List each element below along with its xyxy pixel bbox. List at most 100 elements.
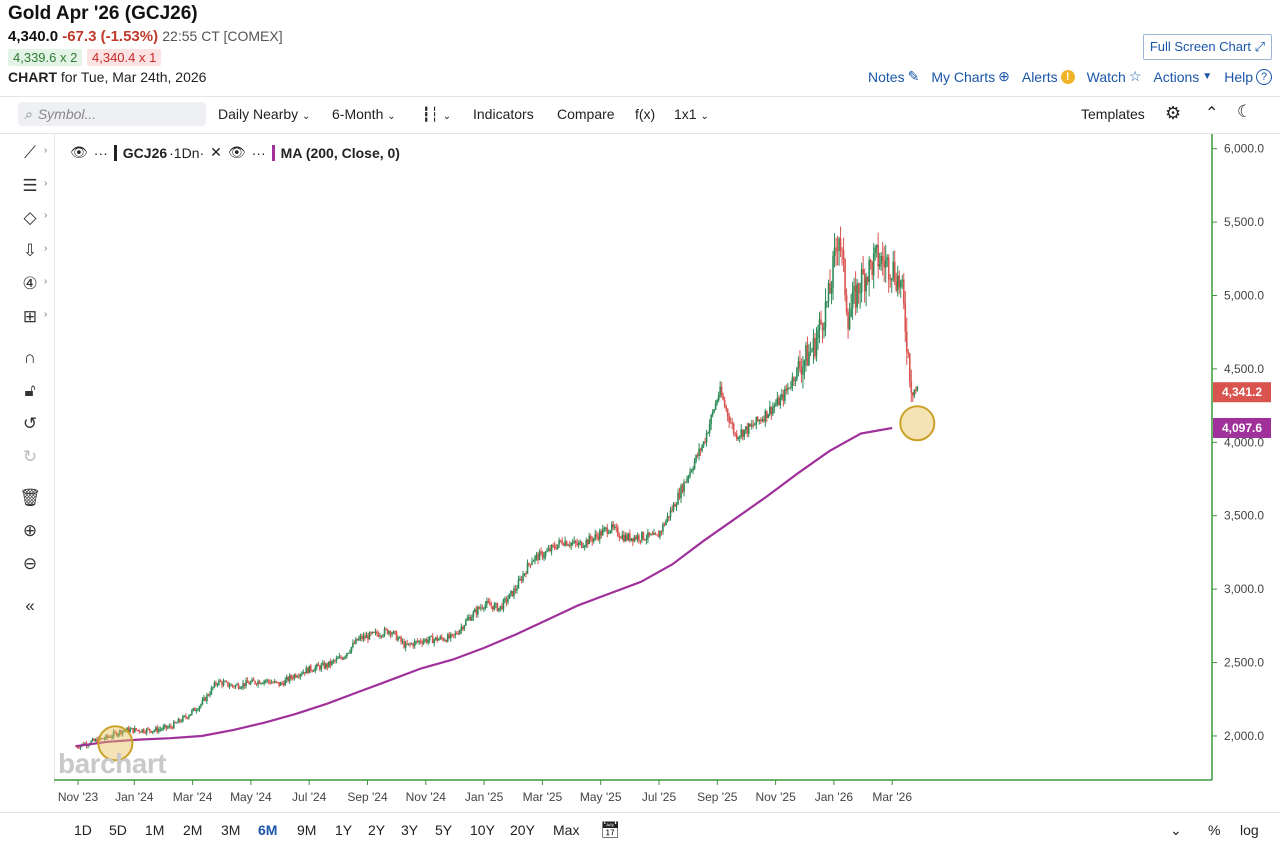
candle-body bbox=[737, 437, 740, 439]
fib-icon[interactable]: ☰ › bbox=[22, 176, 48, 195]
moon-icon[interactable]: ☾ bbox=[1237, 102, 1253, 121]
candle-body bbox=[495, 603, 497, 605]
candle-body bbox=[433, 639, 435, 644]
range-button-2m[interactable]: 2M bbox=[183, 822, 203, 838]
notes-link[interactable]: Notes ✎ bbox=[868, 68, 919, 85]
undo-icon[interactable]: ↺ bbox=[22, 414, 38, 433]
candle-body bbox=[338, 656, 341, 659]
gear-icon[interactable]: ⚙ bbox=[1165, 103, 1182, 123]
x-tick-label: May '25 bbox=[580, 790, 622, 804]
trendline-icon[interactable]: ⟋ › bbox=[24, 143, 48, 162]
help-link[interactable]: Help? bbox=[1224, 68, 1272, 85]
collapse-icon[interactable]: ⌃ bbox=[1205, 105, 1219, 122]
eye-icon[interactable]: 👁︎ bbox=[70, 144, 88, 160]
candle-body bbox=[588, 535, 591, 545]
range-button-9m[interactable]: 9M bbox=[297, 822, 317, 838]
range-button-10y[interactable]: 10Y bbox=[470, 822, 495, 838]
price-chart[interactable]: 2,000.0 2,500.0 3,000.0 3,500.0 4,000.0 4,500… bbox=[54, 134, 1280, 810]
candle-body bbox=[454, 633, 457, 635]
candle-body bbox=[492, 606, 494, 610]
range-button-1d[interactable]: 1D bbox=[74, 822, 92, 838]
candle-body bbox=[243, 683, 246, 687]
chevron-down-icon[interactable]: ⌄ bbox=[1170, 822, 1182, 838]
range-button-1m[interactable]: 1M bbox=[145, 822, 165, 838]
range-button-20y[interactable]: 20Y bbox=[510, 822, 535, 838]
close-icon[interactable]: ✕ bbox=[210, 144, 222, 160]
layout-dropdown[interactable]: 1x1 ⌄ bbox=[674, 106, 709, 122]
counter-icon[interactable]: ④ › bbox=[22, 274, 48, 293]
candle-body bbox=[600, 531, 603, 536]
log-toggle[interactable]: log bbox=[1240, 822, 1259, 838]
period-dropdown[interactable]: Daily Nearby ⌄ bbox=[218, 106, 310, 122]
range-button-2y[interactable]: 2Y bbox=[368, 822, 386, 838]
candle-body bbox=[744, 426, 747, 430]
full-screen-chart-button[interactable]: Full Screen Chart ⤢ bbox=[1142, 34, 1272, 60]
more-icon[interactable]: ··· bbox=[93, 144, 108, 161]
candle-body bbox=[224, 681, 226, 683]
arrow-down-icon[interactable]: ⇩ › bbox=[22, 241, 48, 260]
range-button-5y[interactable]: 5Y bbox=[435, 822, 453, 838]
candle-body bbox=[403, 641, 405, 648]
percent-toggle[interactable]: % bbox=[1208, 822, 1221, 838]
candle-body bbox=[601, 529, 604, 536]
shape-icon[interactable]: ◇ › bbox=[23, 208, 48, 227]
my-charts-link[interactable]: My Charts ⊕ bbox=[931, 68, 1010, 85]
range-button-3m[interactable]: 3M bbox=[221, 822, 241, 838]
highlight-circle bbox=[97, 725, 134, 762]
candle-body bbox=[627, 533, 630, 540]
range-dropdown[interactable]: 6-Month ⌄ bbox=[332, 106, 396, 122]
watch-link[interactable]: Watch ☆ bbox=[1087, 68, 1142, 85]
candle-body bbox=[656, 534, 658, 536]
candle-body bbox=[246, 680, 249, 683]
candle-body bbox=[294, 674, 297, 678]
candle-body bbox=[311, 670, 314, 672]
compare-button[interactable]: Compare bbox=[557, 106, 615, 122]
zoom-in-icon[interactable]: ⊕ bbox=[22, 521, 38, 540]
candle-body bbox=[380, 635, 383, 637]
magnet-icon[interactable]: ∩ bbox=[23, 348, 37, 367]
page-title: Gold Apr '26 (GCJ26) bbox=[8, 3, 198, 24]
candle-body bbox=[889, 279, 892, 281]
candle-body bbox=[218, 680, 220, 685]
candle-body bbox=[392, 631, 395, 634]
range-button-5d[interactable]: 5D bbox=[109, 822, 127, 838]
ask-badge: 4,340.4 x 1 bbox=[87, 49, 162, 66]
range-button-1y[interactable]: 1Y bbox=[335, 822, 353, 838]
candle-body bbox=[538, 551, 541, 561]
candle-body bbox=[886, 257, 889, 260]
candle-body bbox=[302, 672, 305, 674]
candle-body bbox=[296, 676, 299, 678]
candle-body bbox=[437, 638, 440, 641]
candle-body bbox=[394, 631, 396, 633]
eye-icon[interactable]: 👁︎ bbox=[227, 144, 246, 160]
candle-body bbox=[370, 632, 372, 634]
candle-body bbox=[785, 388, 788, 391]
trash-icon[interactable]: 🗑︎ bbox=[19, 488, 41, 507]
chart-type-dropdown[interactable]: ┇┆ ⌄ bbox=[422, 106, 451, 123]
candle-body bbox=[808, 352, 810, 366]
candle-body bbox=[620, 537, 622, 539]
symbol-search-input[interactable]: ⌕ Symbol... bbox=[18, 102, 206, 126]
candle-body bbox=[516, 588, 518, 591]
templates-button[interactable]: Templates bbox=[1081, 106, 1145, 122]
candle-body bbox=[568, 545, 571, 547]
redo-icon[interactable]: ↻ bbox=[22, 447, 38, 466]
measure-icon[interactable]: ⊞ › bbox=[22, 307, 48, 326]
range-button-6m[interactable]: 6M bbox=[258, 822, 278, 838]
lock-icon[interactable]: 🔓︎ bbox=[24, 381, 36, 400]
candle-body bbox=[589, 535, 592, 540]
candle-body bbox=[612, 524, 615, 528]
actions-link[interactable]: Actions ▼ bbox=[1153, 69, 1212, 85]
alert-icon: ! bbox=[1060, 69, 1075, 84]
range-button-max[interactable]: Max bbox=[553, 822, 580, 838]
candle-body bbox=[645, 538, 648, 540]
collapse-left-icon[interactable]: « bbox=[25, 596, 35, 615]
candle-body bbox=[647, 532, 649, 539]
range-button-3y[interactable]: 3Y bbox=[401, 822, 419, 838]
more-icon[interactable]: ··· bbox=[251, 144, 266, 161]
calendar-icon[interactable]: 📅︎ bbox=[600, 822, 621, 839]
alerts-link[interactable]: Alerts! bbox=[1022, 69, 1075, 85]
zoom-out-icon[interactable]: ⊖ bbox=[22, 554, 38, 573]
fx-button[interactable]: f(x) bbox=[635, 106, 656, 122]
indicators-button[interactable]: Indicators bbox=[473, 106, 534, 122]
